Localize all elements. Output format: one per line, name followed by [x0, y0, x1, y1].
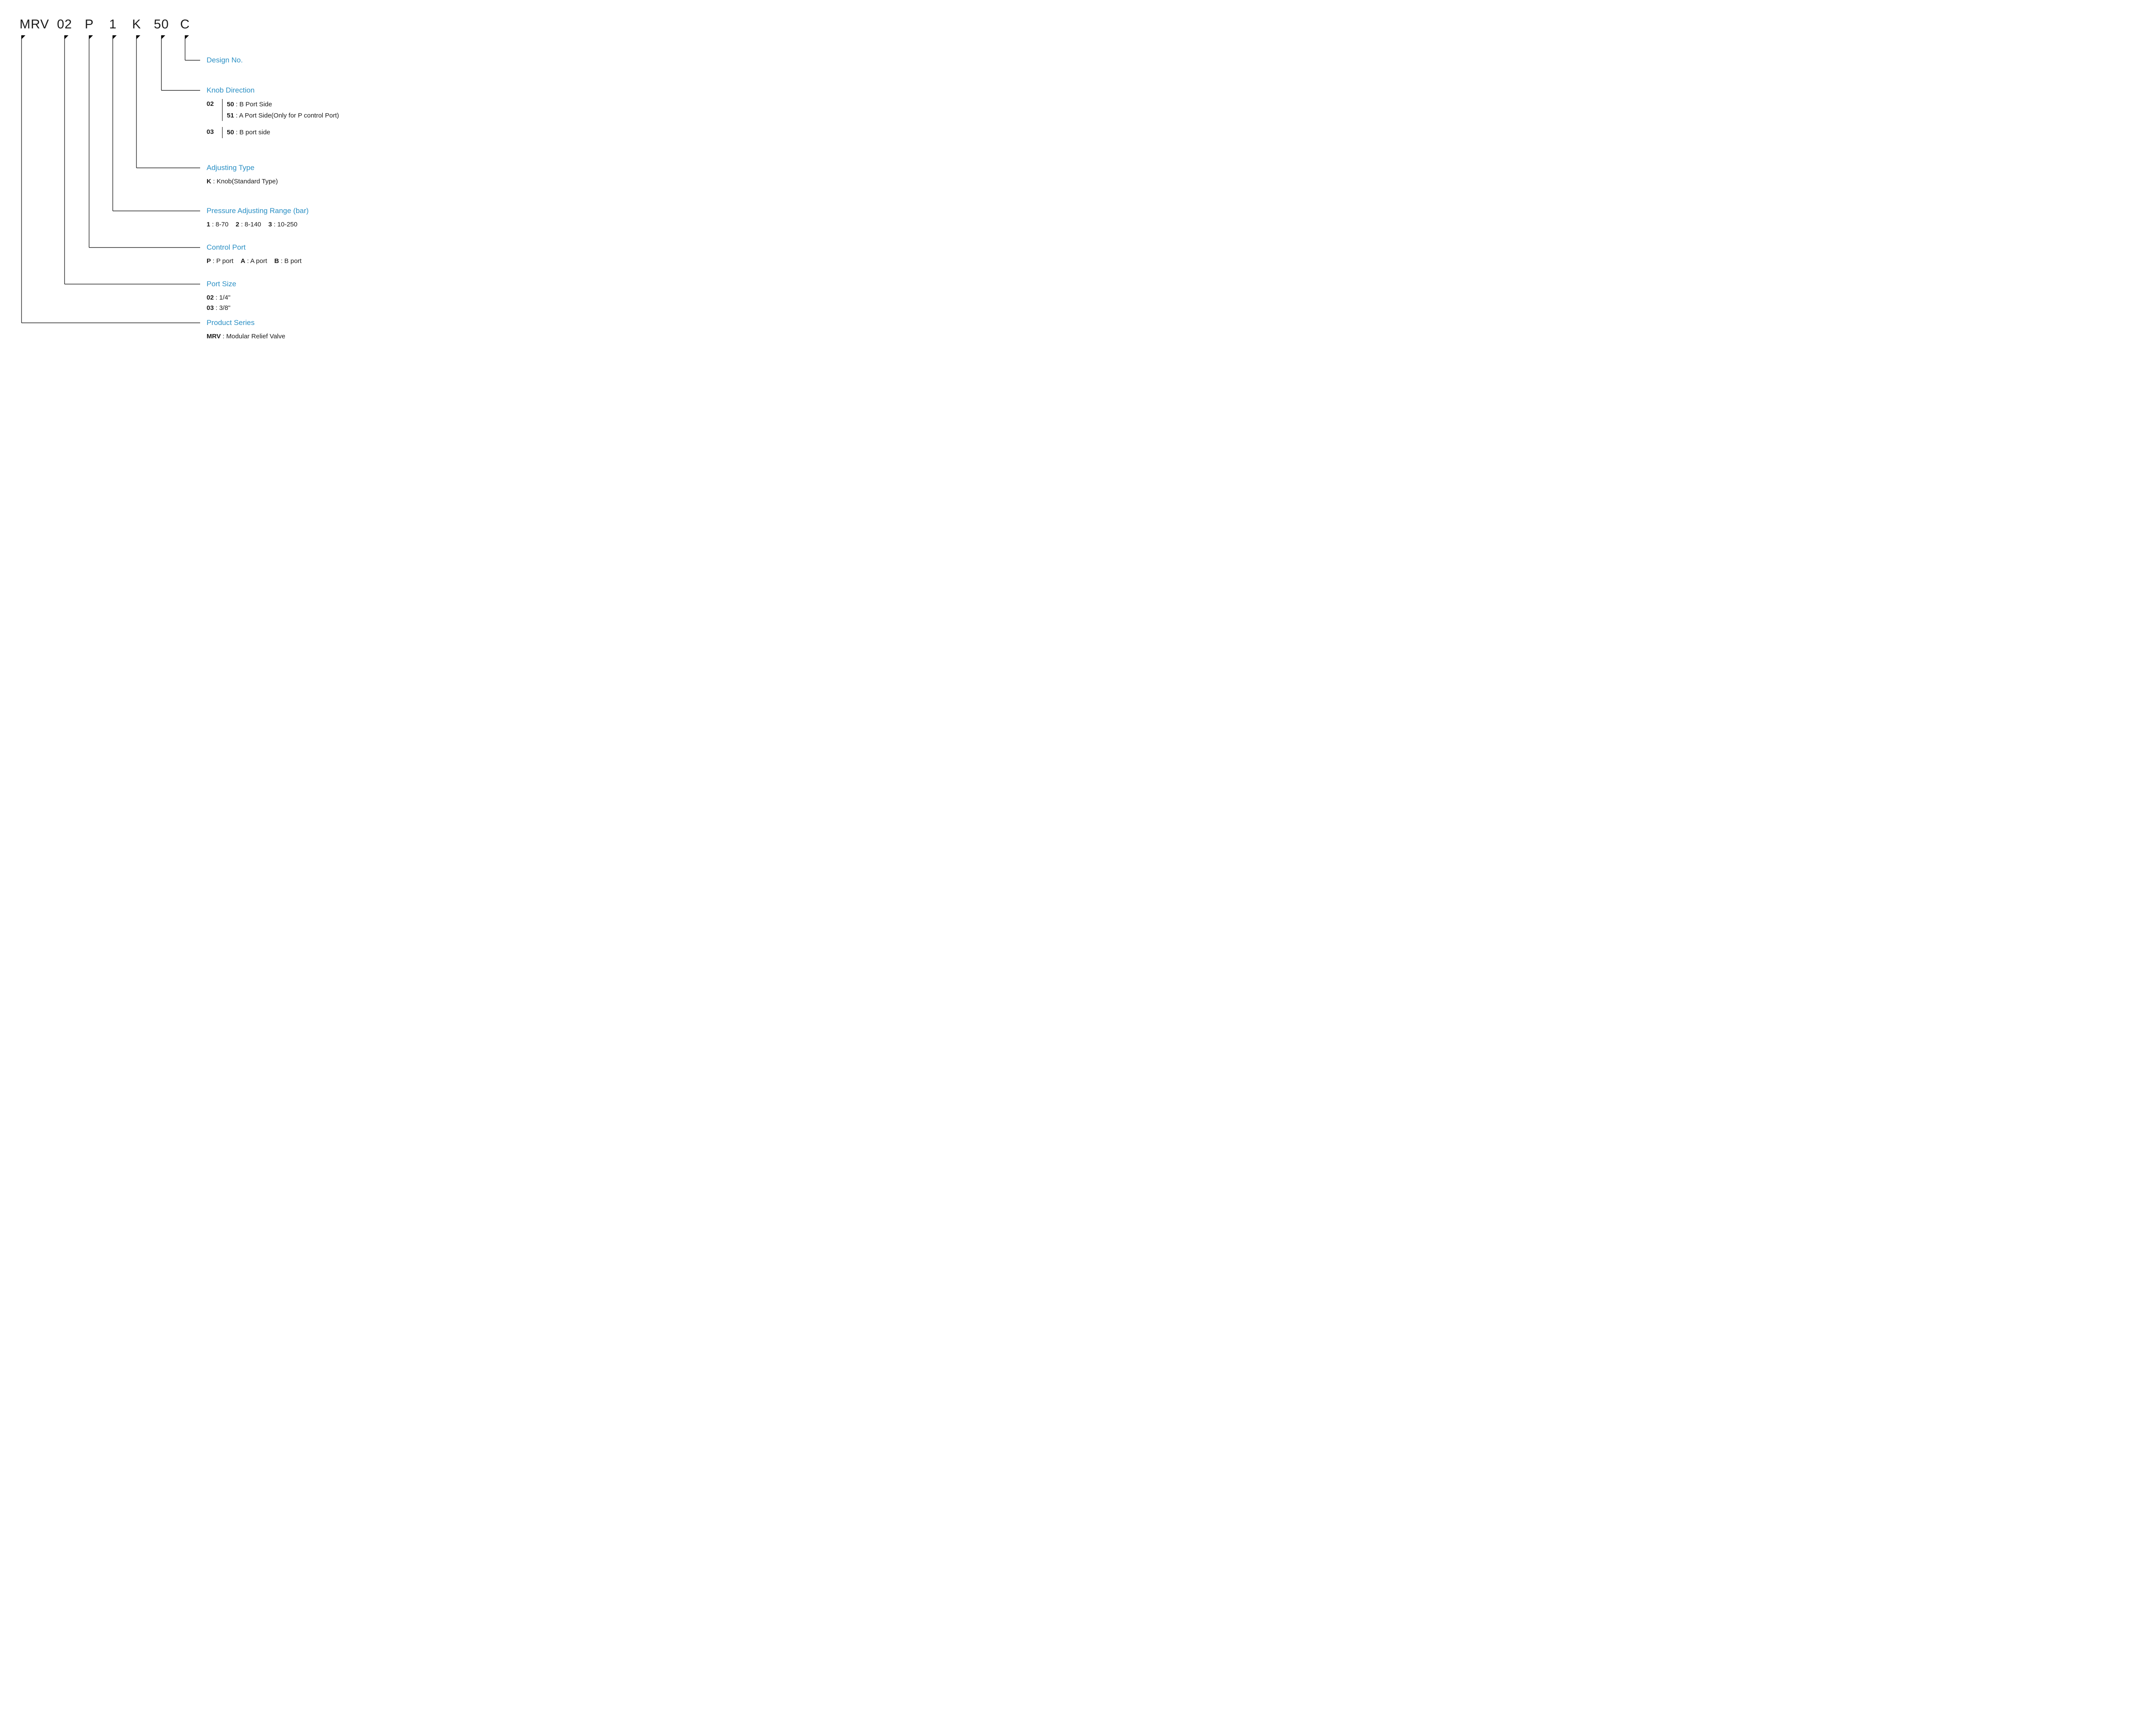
section-title: Control Port	[207, 243, 302, 252]
section-body: MRV : Modular Relief Valve	[207, 331, 285, 342]
code-segment: K	[125, 17, 148, 32]
section-pressure_range: Pressure Adjusting Range (bar) 1 : 8-70 2…	[207, 207, 309, 230]
section-body: K : Knob(Standard Type)	[207, 176, 278, 187]
code-desc-inline: P : P port A : A port B : B port	[207, 256, 302, 266]
code-desc-pair: K : Knob(Standard Type)	[207, 176, 278, 187]
kd-group: 03 50 : B port side	[207, 127, 339, 138]
kd-item: 51 : A Port Side(Only for P control Port…	[227, 110, 339, 121]
kd-group-code: 02	[207, 99, 218, 109]
section-design_no: Design No.	[207, 56, 243, 69]
section-body: 02 50 : B Port Side51 : A Port Side(Only …	[207, 99, 339, 138]
code-desc-pair: MRV : Modular Relief Valve	[207, 331, 285, 342]
section-port_size: Port Size 02 : 1/4"03 : 3/8"	[207, 280, 236, 313]
code-desc-pair: 03 : 3/8"	[207, 303, 236, 313]
code-segment: C	[174, 17, 196, 32]
kd-divider	[222, 127, 223, 138]
code-desc-inline: 1 : 8-70 2 : 8-140 3 : 10-250	[207, 220, 309, 230]
code-segment: 02	[52, 17, 77, 32]
section-body: 1 : 8-70 2 : 8-140 3 : 10-250	[207, 220, 309, 230]
section-body: P : P port A : A port B : B port	[207, 256, 302, 266]
section-title: Design No.	[207, 56, 243, 65]
kd-group: 02 50 : B Port Side51 : A Port Side(Only …	[207, 99, 339, 121]
model-code-diagram: MRV02P1K50CDesign No.Knob Direction0250 …	[17, 17, 491, 344]
section-title: Product Series	[207, 319, 285, 327]
code-segment: 1	[101, 17, 125, 32]
kd-group-items: 50 : B port side	[227, 127, 270, 138]
kd-item: 50 : B Port Side	[227, 99, 339, 110]
code-segment: 50	[148, 17, 174, 32]
section-adjusting_type: Adjusting Type K : Knob(Standard Type)	[207, 164, 278, 187]
section-knob_direction: Knob Direction 02 50 : B Port Side51 : A P…	[207, 86, 339, 138]
kd-group-code: 03	[207, 127, 218, 137]
code-segment: MRV	[17, 17, 52, 32]
kd-divider	[222, 99, 223, 121]
section-title: Pressure Adjusting Range (bar)	[207, 207, 309, 215]
section-title: Adjusting Type	[207, 164, 278, 172]
section-title: Port Size	[207, 280, 236, 288]
section-title: Knob Direction	[207, 86, 339, 95]
section-control_port: Control Port P : P port A : A port B : B …	[207, 243, 302, 266]
kd-group-items: 50 : B Port Side51 : A Port Side(Only fo…	[227, 99, 339, 121]
section-product_series: Product Series MRV : Modular Relief Valve	[207, 319, 285, 342]
code-desc-pair: 02 : 1/4"	[207, 293, 236, 303]
section-body: 02 : 1/4"03 : 3/8"	[207, 293, 236, 313]
code-segment: P	[77, 17, 101, 32]
kd-item: 50 : B port side	[227, 127, 270, 138]
